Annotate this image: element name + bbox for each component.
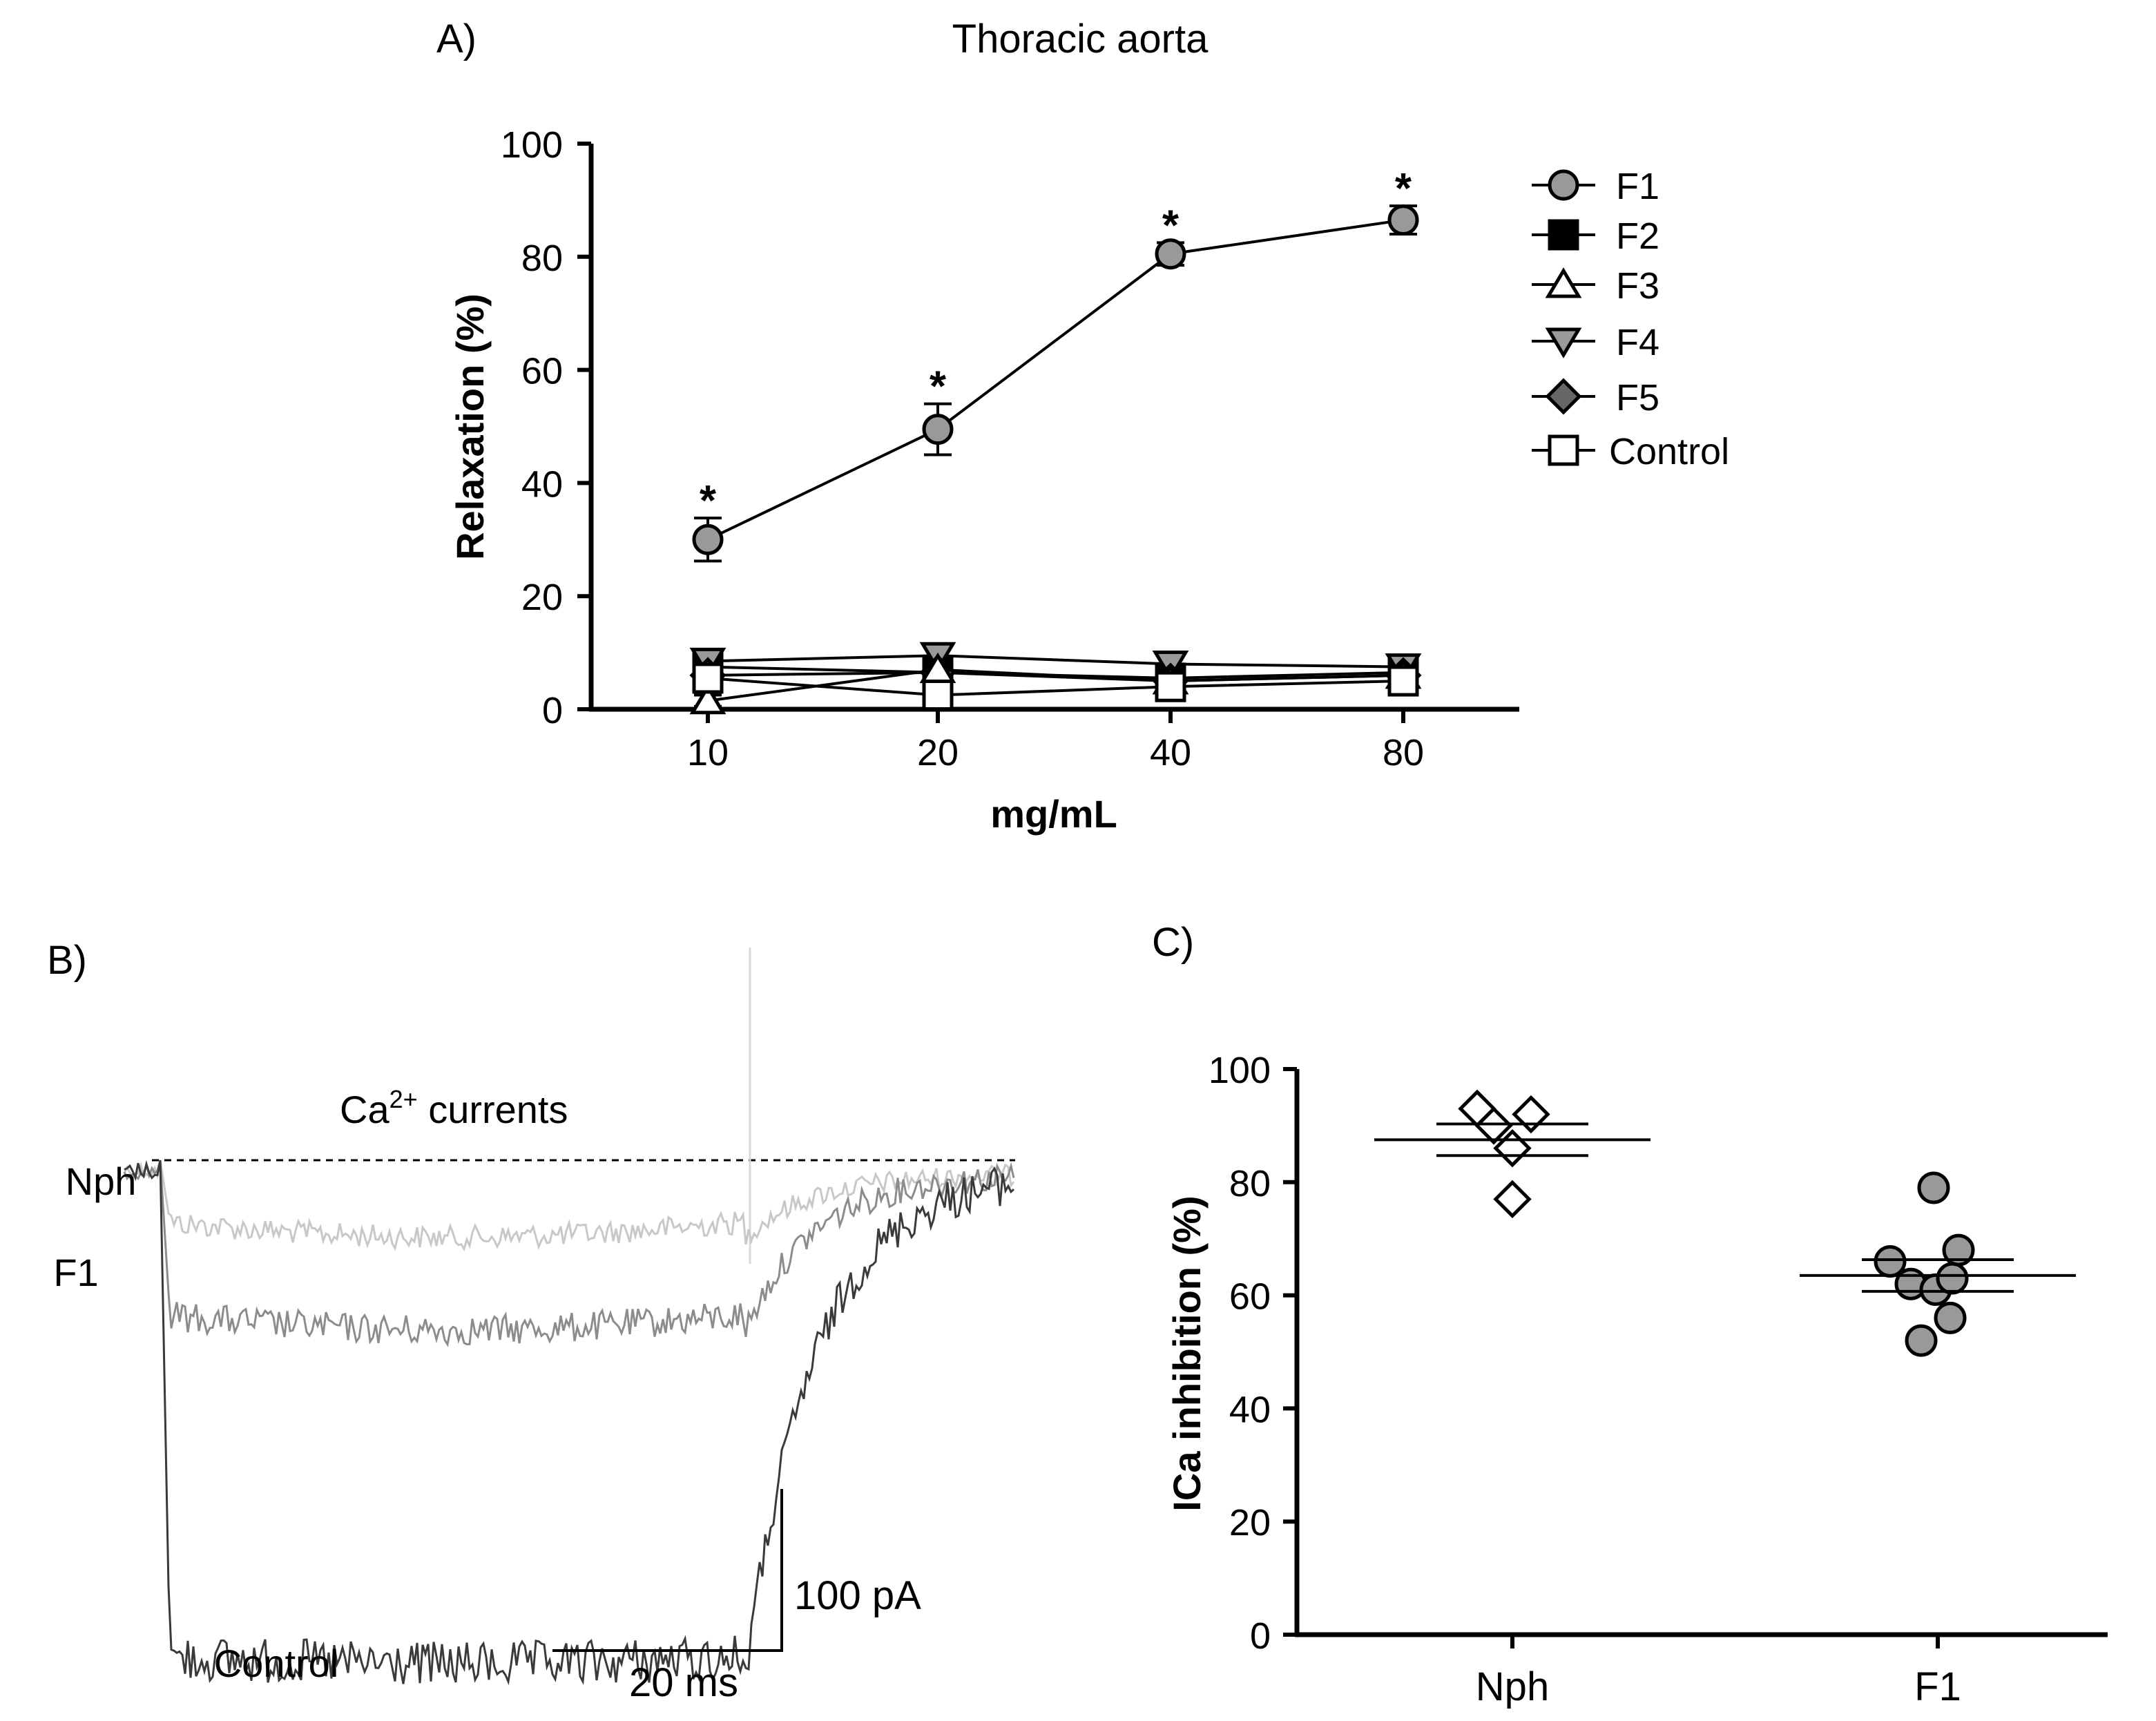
legend-marker-f5: [1545, 378, 1582, 415]
panel-a-y-tick-label: 0: [542, 690, 563, 731]
ca-charge-superscript: 2+: [389, 1085, 418, 1113]
data-point-f1: [1942, 1233, 1975, 1267]
trace-label-nph: Nph: [66, 1160, 137, 1203]
panel-a-y-tick-label: 20: [521, 577, 563, 618]
data-point-control: [922, 680, 954, 711]
legend-marker-control: [1548, 434, 1579, 466]
ca-ion-label: Ca: [340, 1088, 389, 1131]
series-line-f4: [707, 654, 1404, 669]
legend-label-f4: F4: [1616, 322, 1659, 363]
panel-a-label: A): [436, 17, 477, 61]
data-point-nph: [1493, 1180, 1532, 1219]
data-point-nph: [1493, 1128, 1532, 1168]
panel-c-y-label: ICa inhibition (%): [1165, 1195, 1209, 1511]
significance-asterisk: *: [930, 363, 947, 411]
data-point-f1: [922, 414, 954, 445]
panel-c-x-tick-label: Nph: [1476, 1664, 1549, 1709]
data-point-f1: [1936, 1262, 1969, 1295]
panel-a-x-tick-label: 40: [1150, 732, 1191, 773]
current-trace-control: [124, 1160, 1015, 1686]
panel-a-x-tick-label: 80: [1383, 732, 1424, 773]
data-point-control: [1387, 665, 1419, 697]
current-trace-nph: [123, 1160, 1015, 1252]
data-point-f1: [692, 523, 724, 555]
panel-a-x-tick-label: 20: [917, 732, 959, 773]
panel-a-x-label: mg/mL: [990, 792, 1117, 836]
panel-c: C) 0 20 40 60 80 100 Nph F1 ICa inhibition (%): [1152, 920, 2108, 1709]
data-point-nph: [1474, 1106, 1513, 1145]
trace-label-f1: F1: [53, 1251, 98, 1294]
panel-c-y-tick-label: 20: [1229, 1502, 1271, 1544]
currents-label: currents: [418, 1088, 568, 1131]
data-point-f1: [1934, 1301, 1967, 1334]
series-line-control: [707, 676, 1404, 697]
panel-a-y-tick-label: 40: [521, 463, 563, 505]
significance-asterisk: *: [1162, 202, 1180, 249]
scale-bar-time-label: 20 ms: [629, 1660, 738, 1705]
panel-c-y-tick-label: 0: [1250, 1615, 1271, 1657]
data-point-control: [692, 662, 724, 694]
legend-marker-f3: [1545, 267, 1582, 298]
panel-a-x-tick-label: 10: [687, 732, 729, 773]
current-trace-f1: [123, 1160, 1015, 1347]
legend-marker-f4: [1545, 327, 1582, 358]
legend-label-control: Control: [1609, 431, 1729, 472]
panel-c-y-tick-label: 80: [1229, 1163, 1271, 1204]
legend-label-f5: F5: [1616, 377, 1659, 419]
data-point-f1: [1917, 1171, 1950, 1204]
data-point-nph: [1512, 1095, 1550, 1134]
panel-a-title: Thoracic aorta: [952, 17, 1209, 61]
panel-c-y-tick-label: 60: [1229, 1276, 1271, 1318]
panel-b: B) Ca2+ currents Nph F1 Control 100 pA 2…: [47, 938, 1015, 1705]
panel-a-y-tick-label: 60: [521, 351, 563, 392]
panel-b-label: B): [47, 938, 87, 983]
data-point-f1: [1155, 238, 1186, 270]
data-point-f3: [689, 683, 726, 715]
panel-c-x-tick-label: F1: [1914, 1664, 1961, 1709]
panel-a-y-tick-label: 100: [501, 124, 563, 166]
legend-label-f1: F1: [1616, 166, 1659, 207]
data-point-f1: [1874, 1244, 1907, 1278]
panel-a-y-label: Relaxation (%): [448, 294, 492, 560]
data-point-f1: [1387, 204, 1419, 236]
legend-label-f3: F3: [1616, 265, 1659, 307]
legend-marker-f2: [1548, 219, 1579, 251]
significance-asterisk: *: [1395, 165, 1412, 213]
series-line-f3: [707, 668, 1404, 702]
trace-label-control: Control: [214, 1642, 339, 1685]
legend-marker-f1: [1548, 169, 1579, 201]
panel-b-title: Ca2+ currents: [340, 1085, 568, 1131]
data-point-f1: [1905, 1324, 1938, 1357]
series-line-f1: [707, 218, 1404, 541]
panel-c-y-tick-label: 100: [1209, 1050, 1271, 1091]
panel-a-legend: F1 F2 F3 F4 F5 Control: [1532, 166, 1729, 472]
panel-a-y-tick-label: 80: [521, 238, 563, 279]
significance-asterisk: *: [700, 477, 717, 525]
panel-c-y-tick-label: 40: [1229, 1389, 1271, 1430]
panel-c-label: C): [1152, 920, 1194, 965]
scale-bar-current-label: 100 pA: [794, 1573, 921, 1618]
data-point-control: [1155, 671, 1186, 702]
legend-label-f2: F2: [1616, 215, 1659, 257]
